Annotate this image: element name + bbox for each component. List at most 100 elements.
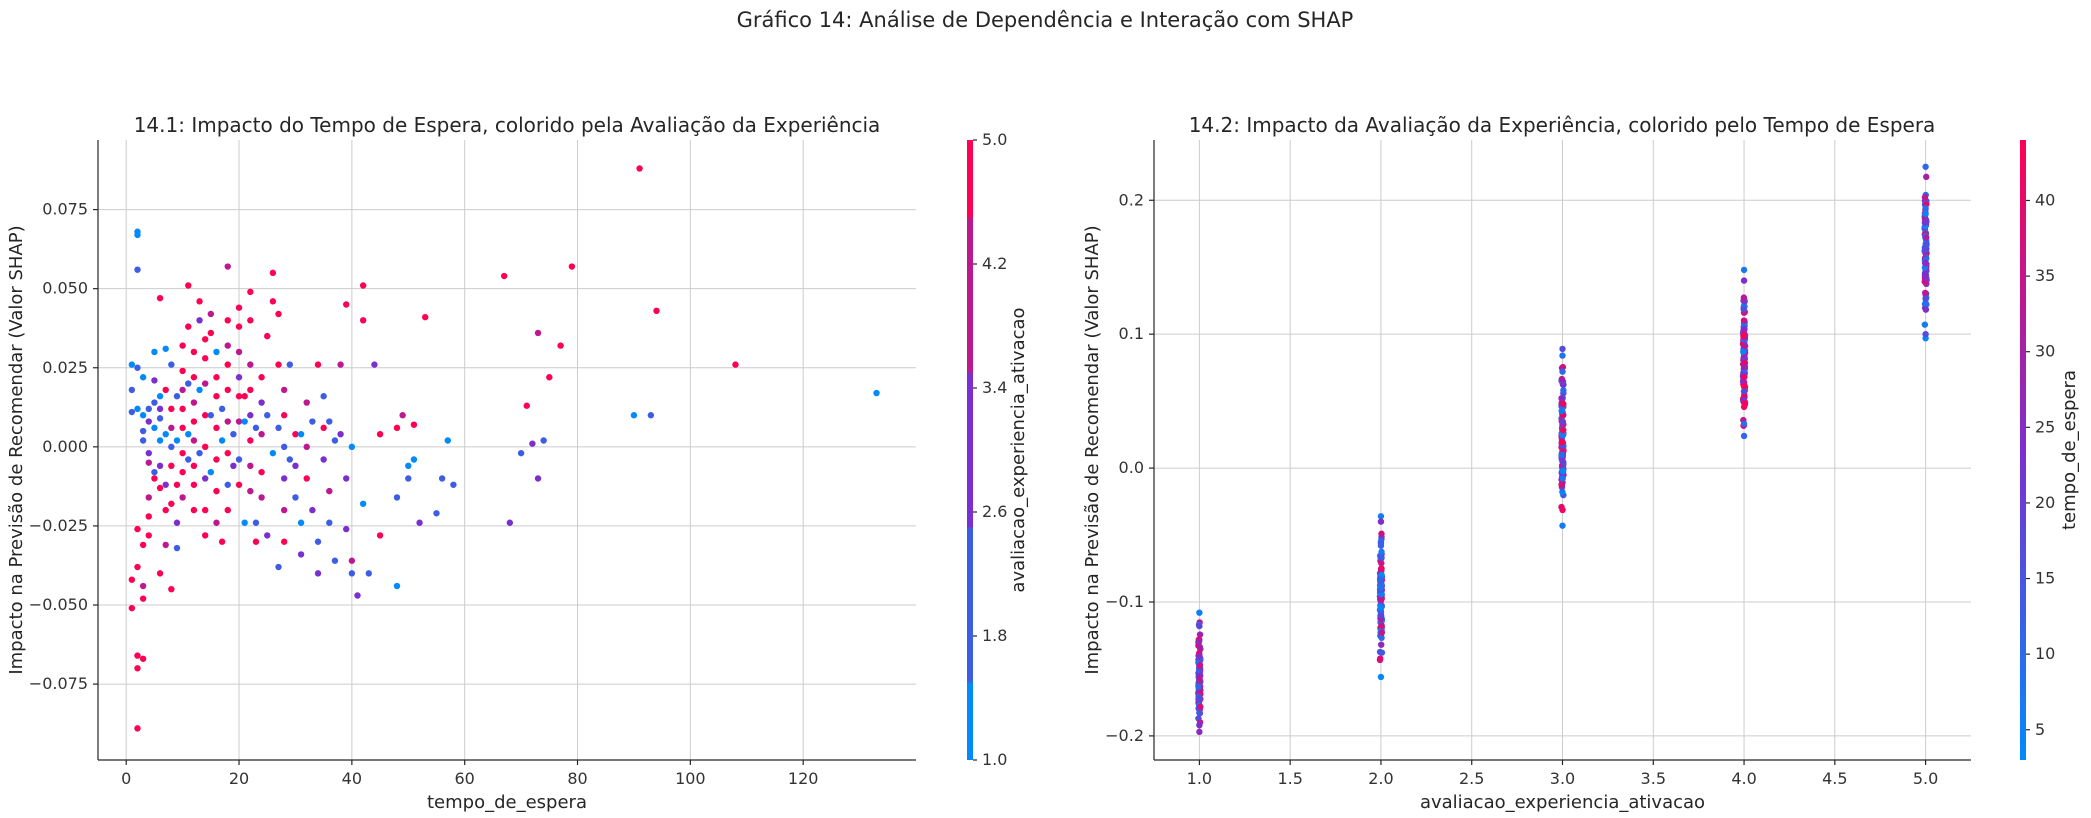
- data-point: [145, 449, 152, 457]
- x-tick-label: 3.0: [1550, 769, 1575, 788]
- data-point: [1378, 641, 1385, 648]
- data-point: [218, 437, 226, 444]
- data-point: [213, 487, 220, 495]
- data-point: [179, 342, 186, 349]
- data-point: [156, 415, 164, 422]
- data-point: [185, 282, 192, 289]
- data-point: [1921, 321, 1929, 328]
- data-point: [1923, 218, 1930, 226]
- data-point: [1196, 622, 1203, 630]
- x-tick-label: 3.5: [1641, 769, 1666, 788]
- data-point: [1923, 240, 1930, 248]
- x-tick-label: 2.0: [1368, 769, 1393, 788]
- data-point: [190, 348, 198, 356]
- data-point: [1559, 352, 1566, 359]
- data-point: [230, 462, 237, 470]
- data-point: [264, 532, 271, 539]
- data-point: [196, 386, 203, 394]
- figure-title: Gráfico 14: Análise de Dependência e Int…: [737, 8, 1354, 32]
- data-point: [151, 468, 158, 476]
- data-point: [1558, 451, 1565, 459]
- data-point: [190, 374, 198, 381]
- data-point: [1740, 420, 1748, 428]
- data-point: [139, 582, 147, 590]
- data-point: [1558, 375, 1566, 383]
- data-point: [1378, 634, 1385, 642]
- data-point: [292, 494, 299, 501]
- data-point: [185, 456, 192, 463]
- data-point: [145, 418, 152, 425]
- data-point: [235, 323, 243, 330]
- data-point: [139, 437, 147, 444]
- data-point: [438, 475, 446, 482]
- data-point: [1740, 403, 1748, 411]
- data-point: [393, 582, 401, 590]
- data-point: [134, 563, 141, 571]
- data-point: [128, 604, 136, 612]
- data-point: [173, 519, 181, 526]
- x-tick-label: 5.0: [1913, 769, 1938, 788]
- data-point: [156, 405, 164, 413]
- data-point: [546, 374, 553, 381]
- data-point: [151, 424, 158, 432]
- chart-title: 14.2: Impacto da Avaliação da Experiênci…: [1189, 113, 1936, 137]
- data-point: [422, 313, 429, 321]
- data-point: [258, 399, 265, 406]
- data-point: [314, 538, 322, 545]
- data-point: [1196, 662, 1204, 669]
- data-point: [201, 336, 209, 343]
- colorbar-segment: [967, 450, 973, 528]
- data-point: [134, 725, 141, 732]
- data-point: [230, 430, 237, 438]
- colorbar-segment: [967, 682, 973, 760]
- data-point: [258, 494, 265, 501]
- x-tick-label: 60: [455, 769, 475, 788]
- data-point: [134, 525, 141, 533]
- data-point: [653, 307, 660, 315]
- data-point: [1740, 294, 1748, 301]
- data-point: [1558, 503, 1565, 511]
- data-point: [190, 399, 198, 406]
- data-point: [139, 541, 147, 549]
- data-point: [1740, 383, 1748, 390]
- x-tick-label: 20: [229, 769, 249, 788]
- data-point: [1741, 342, 1749, 350]
- data-point: [410, 421, 418, 428]
- data-point: [128, 576, 136, 583]
- data-point: [235, 304, 243, 311]
- data-point: [540, 437, 547, 444]
- data-point: [156, 393, 164, 400]
- data-point: [568, 263, 576, 270]
- y-tick-label: 0.2: [1119, 190, 1144, 209]
- data-point: [1196, 676, 1203, 683]
- data-point: [557, 342, 564, 349]
- data-point: [1922, 210, 1929, 217]
- data-point: [1377, 612, 1385, 619]
- colorbar-tick-label: 10: [2035, 644, 2055, 663]
- data-point: [156, 570, 164, 577]
- y-tick-label: −0.050: [29, 595, 88, 614]
- data-point: [145, 405, 152, 413]
- colorbar-segment: [967, 605, 973, 683]
- data-point: [145, 513, 152, 520]
- data-point: [139, 595, 147, 602]
- data-point: [343, 475, 350, 482]
- data-point: [134, 364, 141, 371]
- data-point: [1559, 432, 1566, 439]
- data-point: [218, 405, 226, 413]
- data-point: [1196, 609, 1203, 616]
- data-point: [168, 361, 175, 368]
- data-point: [1559, 418, 1567, 425]
- data-point: [235, 456, 243, 463]
- data-point: [873, 389, 880, 397]
- data-point: [252, 538, 260, 545]
- data-point: [517, 449, 525, 457]
- chart-panel-dependence-wait-time: 14.1: Impacto do Tempo de Espera, colori…: [6, 113, 1029, 813]
- data-point: [190, 437, 198, 444]
- data-point: [213, 519, 220, 526]
- data-point: [128, 361, 136, 368]
- data-point: [286, 456, 294, 463]
- data-point: [196, 298, 203, 305]
- data-point: [134, 665, 141, 672]
- data-point: [156, 437, 164, 444]
